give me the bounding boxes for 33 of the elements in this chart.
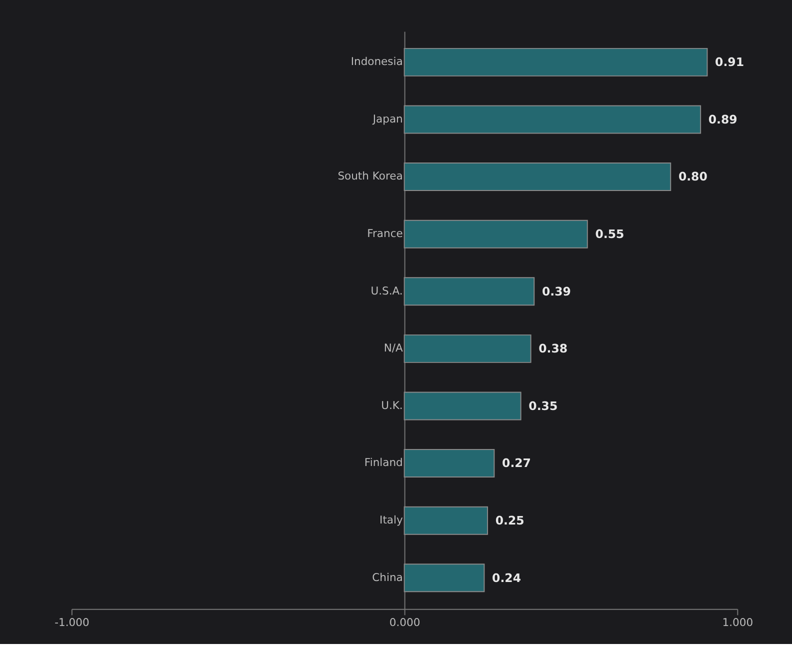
- x-tick-label: -1.000: [54, 616, 90, 629]
- y-tick-label: U.S.A.: [370, 284, 403, 298]
- bar: [404, 105, 702, 134]
- bar: [404, 334, 532, 363]
- data-label: 0.39: [542, 284, 571, 298]
- x-tick-label: 0.000: [389, 616, 420, 629]
- y-tick-label: Indonesia: [350, 55, 403, 68]
- data-label: 0.55: [595, 227, 624, 242]
- bar: [404, 162, 672, 192]
- data-label: 0.91: [715, 55, 744, 70]
- y-tick-label: Italy: [380, 514, 404, 527]
- bar: [404, 449, 495, 478]
- y-tick-label: Japan: [372, 112, 403, 126]
- data-label: 0.27: [502, 456, 531, 470]
- bar: [404, 277, 535, 306]
- data-label: 0.89: [708, 112, 738, 126]
- data-label: 0.24: [492, 570, 521, 585]
- data-label: 0.38: [538, 342, 568, 356]
- bar: [404, 48, 708, 76]
- bar: [404, 392, 522, 420]
- data-label: 0.80: [678, 170, 708, 184]
- bar: [404, 220, 588, 248]
- y-tick-label: China: [372, 570, 403, 584]
- y-tick-label: South Korea: [338, 170, 403, 183]
- y-tick-label: N/A: [384, 342, 404, 355]
- x-tick-label: 1.000: [722, 616, 754, 629]
- y-tick-label: France: [367, 227, 404, 240]
- y-tick-label: Finland: [364, 456, 403, 470]
- data-label: 0.25: [495, 514, 524, 528]
- data-label: 0.35: [528, 398, 558, 413]
- y-tick-label: U.K.: [381, 398, 403, 412]
- bar: [404, 564, 485, 592]
- bar: [404, 506, 488, 535]
